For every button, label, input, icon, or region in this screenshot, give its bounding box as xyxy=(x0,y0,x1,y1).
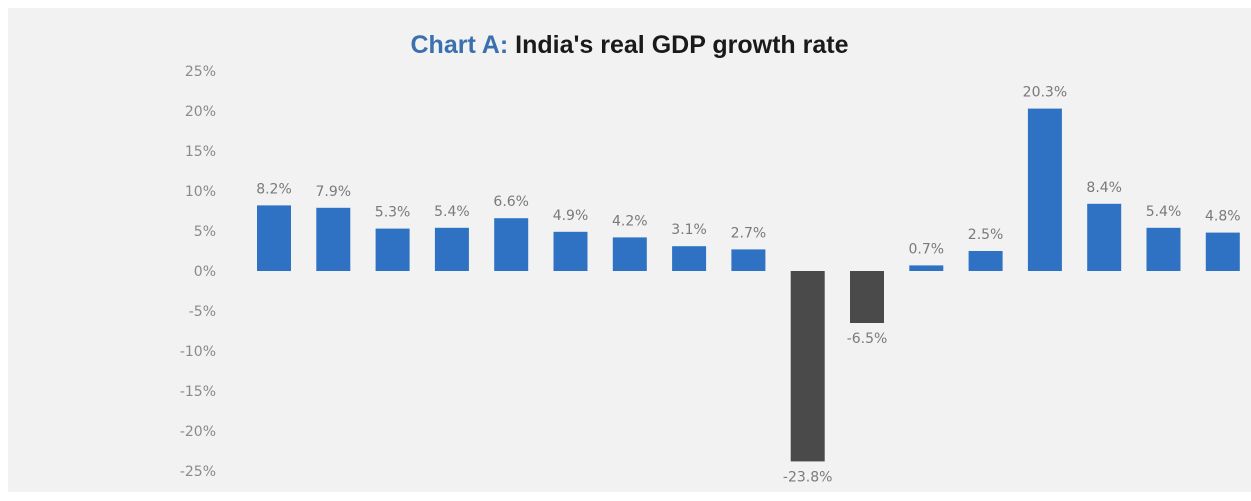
bar xyxy=(494,218,529,271)
chart-title-text: India's real GDP growth rate xyxy=(515,31,849,59)
y-tick-label: -25% xyxy=(180,464,216,480)
bar xyxy=(968,251,1003,271)
bar-value-label: 5.3% xyxy=(375,205,411,221)
chart-title-prefix: Chart A: xyxy=(410,31,509,59)
bar-value-label: 4.9% xyxy=(553,208,589,224)
y-tick-label: 5% xyxy=(194,224,216,240)
bar-value-label: 0.7% xyxy=(909,241,945,257)
bar xyxy=(1087,203,1122,271)
bar xyxy=(790,271,825,462)
bar-value-label: 3.1% xyxy=(671,222,707,238)
y-axis: 25% 20% 15% 10% 5% 0% -5% -10% -15% -20% -25% xyxy=(180,64,216,480)
bar xyxy=(375,228,410,271)
y-tick-label: 10% xyxy=(185,184,216,200)
bar-value-label: 4.8% xyxy=(1205,209,1241,225)
bar-value-label: 2.7% xyxy=(731,225,767,241)
y-tick-label: -15% xyxy=(180,384,216,400)
y-tick-label: 25% xyxy=(185,64,216,80)
gdp-bar-chart: 25% 20% 15% 10% 5% 0% -5% -10% -15% -20% -25% 8.2%… xyxy=(180,64,1241,486)
chart-panel: Chart A: India's real GDP growth rate 25… xyxy=(8,8,1251,492)
bar xyxy=(316,207,351,271)
bar xyxy=(850,271,884,323)
bar xyxy=(909,265,944,271)
bar xyxy=(1146,227,1181,271)
y-tick-label: -5% xyxy=(189,304,216,320)
bar-value-label: 8.4% xyxy=(1086,180,1122,196)
bar-value-label: 5.4% xyxy=(434,204,470,220)
bar xyxy=(731,249,766,271)
bar-value-label: 20.3% xyxy=(1023,85,1067,101)
bar-value-label: -6.5% xyxy=(847,331,888,347)
bar-value-label: 6.6% xyxy=(493,194,529,210)
bar-value-label: 5.4% xyxy=(1146,204,1182,220)
bar-value-label: 8.2% xyxy=(256,181,292,197)
bar-value-label: 4.2% xyxy=(612,213,648,229)
y-tick-label: 20% xyxy=(185,104,216,120)
bar xyxy=(553,231,588,271)
y-tick-label: 15% xyxy=(185,144,216,160)
bar xyxy=(1205,232,1240,271)
bar xyxy=(257,205,291,271)
bar-value-label: 2.5% xyxy=(968,227,1004,243)
chart-title: Chart A: India's real GDP growth rate xyxy=(8,30,1251,60)
bar xyxy=(672,246,707,271)
data-labels-group: 8.2% 7.9% 5.3% 5.4% 6.6% 4.9% 4.2% 3.1% 2.7% -23.… xyxy=(256,85,1240,486)
bars-group xyxy=(257,108,1240,462)
bar-value-label: 7.9% xyxy=(316,184,352,200)
bar xyxy=(434,227,469,271)
y-tick-label: -20% xyxy=(180,424,216,440)
bar-value-label: -23.8% xyxy=(783,469,833,485)
y-tick-label: -10% xyxy=(180,344,216,360)
y-tick-label: 0% xyxy=(194,264,216,280)
bar xyxy=(1027,108,1062,271)
bar xyxy=(612,237,647,271)
